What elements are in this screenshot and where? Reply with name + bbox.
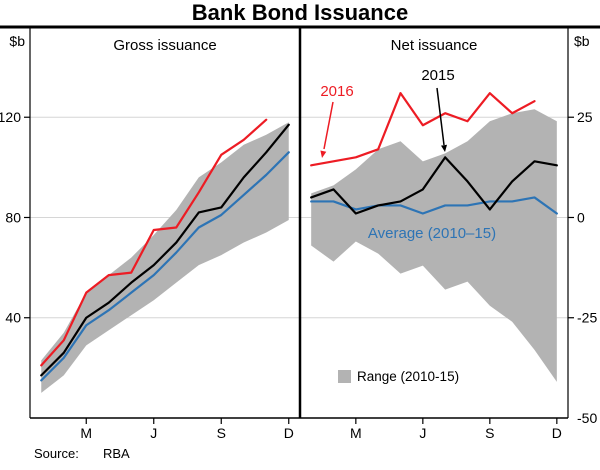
- y-tick-label: 80: [5, 209, 21, 225]
- x-tick-label: M: [350, 425, 362, 441]
- series-line-average-2010-15: [40, 151, 290, 382]
- y-tick-label: -50: [577, 410, 597, 426]
- chart-title: Bank Bond Issuance: [192, 0, 408, 25]
- y-tick-label: 25: [577, 109, 593, 125]
- panel-title-gross: Gross issuance: [113, 37, 216, 54]
- series-line-2015: [40, 123, 290, 377]
- range-band: [311, 109, 557, 382]
- chart-layers: 40 80 120 M J S D -50 -25 0 25 M J S D: [0, 92, 597, 441]
- annotation-2016-arrow: [323, 101, 334, 150]
- annotation-2015-arrow: [436, 87, 445, 146]
- y-tick-label: 120: [0, 109, 21, 125]
- x-tick-label: M: [80, 425, 92, 441]
- source-value: RBA: [103, 446, 130, 461]
- y-tick-label: -25: [577, 310, 597, 326]
- x-tick-label: D: [552, 425, 562, 441]
- annotation-2016-label: 2016: [320, 83, 353, 100]
- annotation-2016-arrowhead: [320, 150, 327, 158]
- y-axis-unit-left: $b: [9, 33, 25, 49]
- series-line-2015: [310, 156, 558, 215]
- x-tick-label: S: [217, 425, 226, 441]
- legend-range-swatch: [338, 370, 351, 383]
- y-tick-label: 40: [5, 310, 21, 326]
- x-tick-label: S: [485, 425, 494, 441]
- annotation-2015-arrowhead: [441, 144, 447, 152]
- annotation-2015-label: 2015: [421, 67, 454, 84]
- y-tick-label: 0: [577, 209, 585, 225]
- series-line-2016: [40, 118, 268, 367]
- legend-range-label: Range (2010-15): [357, 369, 459, 384]
- annotation-average-label: Average (2010–15): [368, 225, 496, 242]
- panel-title-net: Net issuance: [391, 37, 478, 54]
- range-band: [41, 122, 289, 393]
- x-tick-label: J: [150, 425, 157, 441]
- series-line-2016: [310, 92, 536, 167]
- x-tick-label: J: [419, 425, 426, 441]
- source-label: Source:: [34, 446, 79, 461]
- x-tick-label: D: [284, 425, 294, 441]
- y-axis-unit-right: $b: [574, 33, 590, 49]
